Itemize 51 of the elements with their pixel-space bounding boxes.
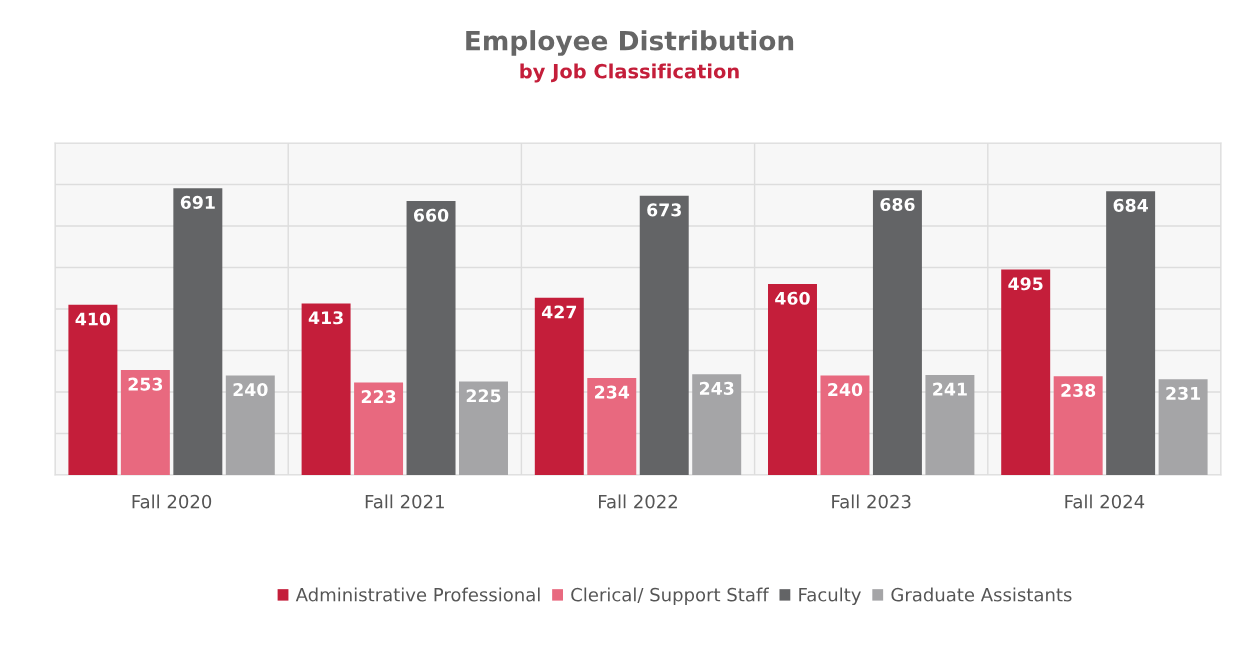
bar bbox=[534, 297, 584, 475]
data-label: 241 bbox=[933, 382, 967, 396]
x-tick-label: Fall 2021 bbox=[365, 494, 444, 509]
x-tick-label: Fall 2023 bbox=[832, 494, 911, 509]
bar bbox=[692, 374, 742, 475]
legend-label: Faculty bbox=[799, 587, 861, 605]
data-label: 410 bbox=[75, 312, 111, 326]
bar bbox=[768, 284, 817, 475]
data-label: 240 bbox=[828, 383, 863, 397]
bar bbox=[872, 190, 922, 475]
bar bbox=[225, 375, 275, 475]
bar bbox=[301, 303, 351, 475]
data-label: 495 bbox=[1008, 277, 1043, 291]
data-label: 673 bbox=[647, 203, 681, 217]
bar bbox=[1158, 379, 1208, 475]
data-label: 223 bbox=[361, 390, 396, 404]
data-label: 231 bbox=[1166, 386, 1201, 400]
data-label: 413 bbox=[308, 311, 343, 325]
data-label: 460 bbox=[775, 291, 810, 305]
data-label: 427 bbox=[541, 305, 577, 319]
legend-label: Administrative Professional bbox=[295, 587, 540, 602]
bar bbox=[925, 374, 975, 475]
chart-title: Employee Distribution bbox=[466, 30, 794, 56]
data-label: 660 bbox=[413, 208, 449, 222]
data-label: 243 bbox=[699, 381, 734, 395]
bar bbox=[820, 375, 870, 475]
data-label: 691 bbox=[180, 195, 215, 209]
bar bbox=[1053, 376, 1103, 475]
bar bbox=[1001, 269, 1051, 475]
data-label: 234 bbox=[595, 385, 630, 399]
data-label: 684 bbox=[1113, 198, 1148, 212]
data-label: 238 bbox=[1061, 383, 1096, 397]
bar bbox=[587, 377, 637, 475]
bar bbox=[354, 382, 404, 475]
bar bbox=[406, 201, 456, 475]
legend-label: Clerical/ Support Staff bbox=[571, 587, 769, 605]
legend-label: Graduate Assistants bbox=[891, 587, 1072, 602]
bar bbox=[1106, 191, 1156, 475]
x-tick-label: Fall 2024 bbox=[1065, 494, 1145, 509]
x-tick-label: Fall 2020 bbox=[132, 494, 212, 509]
data-label: 225 bbox=[466, 389, 501, 403]
bar bbox=[68, 304, 118, 475]
bar bbox=[173, 188, 223, 475]
x-tick-label: Fall 2022 bbox=[599, 494, 677, 509]
bar bbox=[639, 195, 689, 475]
data-label: 253 bbox=[128, 377, 163, 391]
data-label: 240 bbox=[233, 383, 268, 397]
bar bbox=[459, 381, 508, 475]
bar bbox=[120, 370, 170, 475]
data-label: 686 bbox=[880, 197, 915, 212]
chart-subtitle: by Job Classification bbox=[520, 63, 739, 83]
